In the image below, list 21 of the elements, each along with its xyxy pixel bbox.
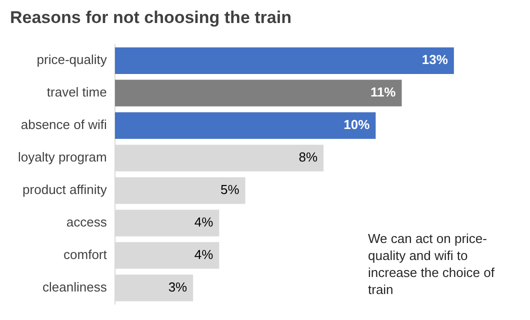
y-tick-label: cleanliness: [42, 280, 108, 295]
bar: [114, 80, 402, 106]
y-tick-label: comfort: [64, 247, 108, 262]
data-label: 4%: [194, 247, 214, 262]
y-tick-label: product affinity: [22, 182, 108, 198]
chart-title: Reasons for not choosing the train: [10, 8, 292, 27]
bar: [114, 112, 376, 139]
y-tick-label: loyalty program: [18, 150, 107, 165]
data-label: 3%: [168, 280, 188, 295]
data-label: 5%: [220, 182, 240, 198]
y-tick-label: travel time: [46, 84, 107, 100]
data-label: 8%: [298, 150, 318, 165]
data-label: 10%: [344, 117, 370, 132]
y-tick-label: access: [66, 214, 108, 230]
data-label: 11%: [370, 84, 396, 100]
data-label: 4%: [194, 214, 214, 230]
annotation: We can act on price-quality and wifi to increase the choice of train: [368, 230, 496, 298]
y-tick-label: price-quality: [36, 52, 108, 68]
y-tick-label: absence of wifi: [20, 117, 107, 132]
data-label: 13%: [422, 52, 448, 68]
bar: [114, 47, 454, 74]
